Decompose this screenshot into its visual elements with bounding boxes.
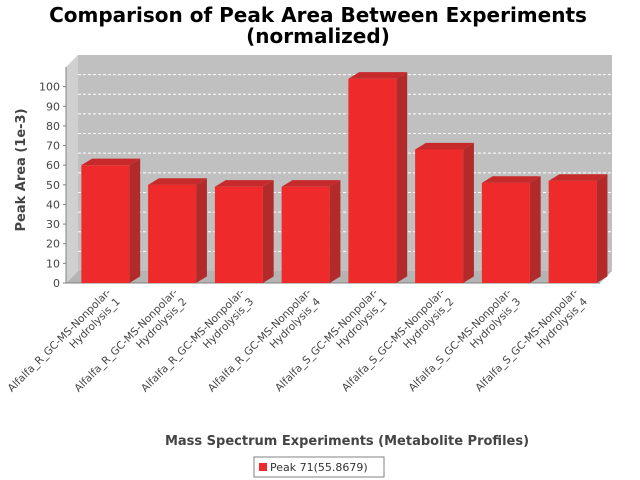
bar <box>214 180 274 283</box>
bar-front <box>81 165 130 283</box>
y-tick-label: 80 <box>46 120 60 133</box>
bar-front <box>348 78 397 283</box>
bar-front <box>415 149 464 283</box>
x-axis-label: Mass Spectrum Experiments (Metabolite Pr… <box>165 434 529 449</box>
chart-title-line-1: Comparison of Peak Area Between Experime… <box>49 3 587 27</box>
y-tick-label: 20 <box>46 238 60 251</box>
bars <box>81 72 608 283</box>
bar-front <box>281 186 330 283</box>
y-tick-labels: 0 10 20 30 40 50 60 70 80 90 100 <box>39 81 60 290</box>
y-tick-label: 50 <box>46 179 60 192</box>
y-tick-label: 40 <box>46 198 60 211</box>
x-tick-label: Alfalfa_R_GC-MS-Nonpolar-Hydrolysis_1 <box>6 286 123 403</box>
bar <box>81 158 141 283</box>
bar-top <box>415 142 474 150</box>
y-tick-label: 70 <box>46 140 60 153</box>
y-tick-label: 30 <box>46 218 60 231</box>
bar-front <box>481 182 530 283</box>
bar-side <box>129 158 141 283</box>
y-axis-label: Peak Area (1e-3) <box>14 108 29 231</box>
bar-side <box>262 180 274 283</box>
bar-top <box>214 180 274 187</box>
bar-side <box>396 72 408 283</box>
chart-title-line-2: (normalized) <box>246 24 390 48</box>
bar <box>415 142 474 283</box>
bar-top <box>281 180 341 187</box>
bar-top <box>481 176 541 183</box>
y-tick-label: 100 <box>39 81 60 94</box>
bar-front <box>548 180 597 283</box>
bar-top <box>148 178 207 185</box>
y-tick-label: 10 <box>46 257 60 270</box>
bar-front <box>148 184 197 283</box>
bar-side <box>529 176 541 283</box>
bar <box>148 178 207 283</box>
bar-side <box>596 174 608 283</box>
bar-side <box>196 178 207 283</box>
bar-top <box>548 174 608 181</box>
bar-top <box>348 72 408 79</box>
y-tick-label: 60 <box>46 159 60 172</box>
x-tick-labels: Alfalfa_R_GC-MS-Nonpolar-Hydrolysis_1Alf… <box>6 286 591 403</box>
y-tick-label: 0 <box>53 277 60 290</box>
bar <box>281 180 341 283</box>
legend-box <box>253 456 385 478</box>
legend-label: Peak 71(55.8679) <box>270 461 368 474</box>
bar-side <box>329 180 341 283</box>
y-tick-label: 90 <box>46 100 60 113</box>
bar <box>548 174 608 283</box>
plot-left-wall <box>66 55 78 283</box>
bar-side <box>463 142 474 283</box>
legend-swatch <box>259 463 267 471</box>
bar-front <box>214 186 263 283</box>
bar <box>348 72 408 283</box>
legend: Peak 71(55.8679) <box>253 456 385 478</box>
bar-top <box>81 158 141 166</box>
bar <box>481 176 541 283</box>
